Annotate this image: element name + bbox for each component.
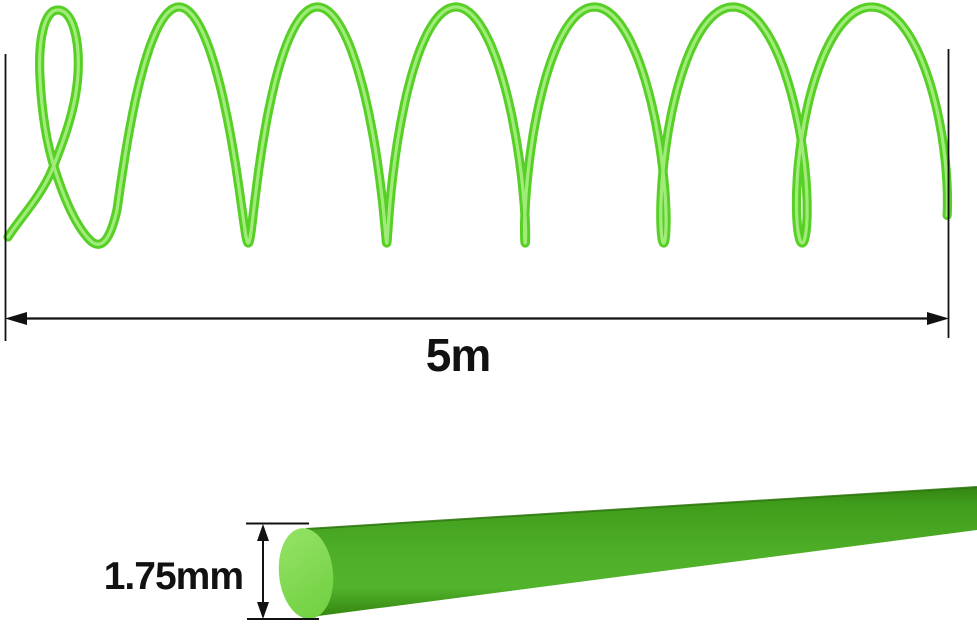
diameter-label: 1.75mm <box>104 555 243 598</box>
filament-coil-highlight <box>6 5 950 246</box>
rod-top-edge <box>305 486 977 530</box>
rod-illustration <box>278 486 977 619</box>
rod-body <box>303 487 977 618</box>
length-dimension: 5m <box>4 49 950 381</box>
length-label: 5m <box>426 329 490 381</box>
length-arrowhead-right-icon <box>927 312 949 325</box>
diameter-arrowhead-up-icon <box>257 524 269 541</box>
rod-end-face <box>278 528 334 619</box>
coil-illustration <box>3 2 953 249</box>
diameter-dimension: 1.75mm <box>104 522 319 620</box>
diameter-arrowhead-down-icon <box>257 602 269 619</box>
length-arrowhead-left-icon <box>5 312 27 325</box>
